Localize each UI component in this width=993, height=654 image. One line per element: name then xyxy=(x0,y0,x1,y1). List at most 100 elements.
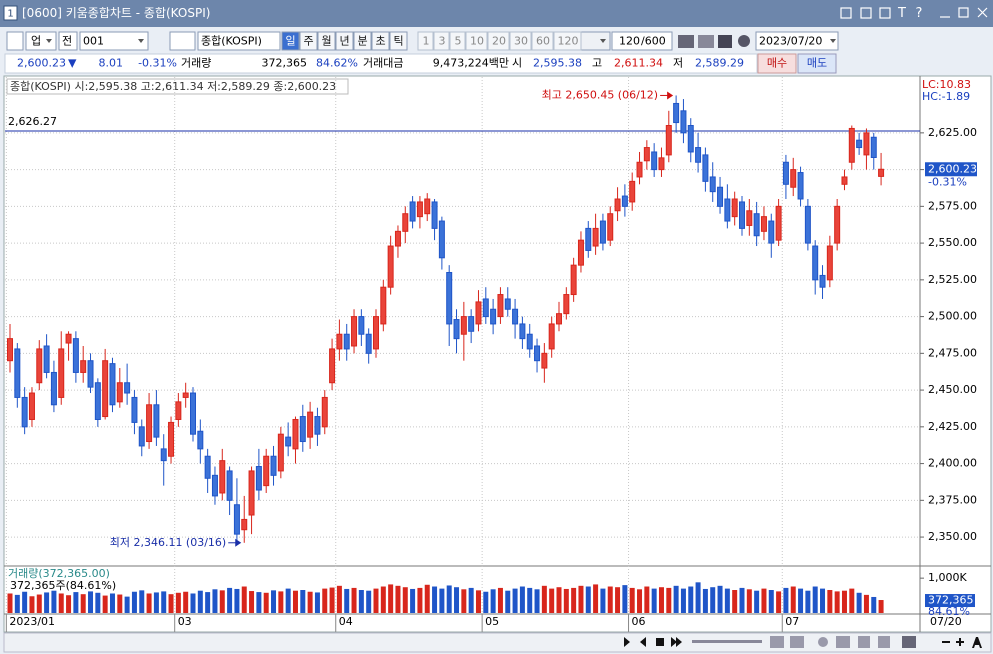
candle-body xyxy=(775,205,782,241)
arrow xyxy=(46,39,52,43)
candle-body xyxy=(526,333,533,350)
tool-text[interactable]: T xyxy=(897,6,906,21)
buy-button[interactable] xyxy=(757,53,797,74)
volume-bar xyxy=(849,588,855,613)
x-tick-label: 2023/01 xyxy=(9,615,55,628)
period-button[interactable] xyxy=(299,31,318,51)
period-button[interactable] xyxy=(389,31,408,51)
box[interactable] xyxy=(79,31,149,51)
arrow xyxy=(600,39,606,43)
icon[interactable] xyxy=(770,636,784,648)
tool-help[interactable]: ? xyxy=(916,6,923,21)
last-volume-rate: 84.61% xyxy=(928,605,970,618)
candle-body xyxy=(804,205,811,244)
interval-button[interactable] xyxy=(509,31,532,51)
interval-button[interactable] xyxy=(465,31,488,51)
volume-bar xyxy=(73,592,79,613)
volume-bar xyxy=(263,592,269,613)
interval-button[interactable] xyxy=(449,31,466,51)
icon[interactable] xyxy=(878,636,890,648)
candle-body xyxy=(812,245,819,281)
candle-body xyxy=(658,157,665,171)
volume-bar xyxy=(344,588,350,613)
candle-body xyxy=(577,239,584,266)
sell-button[interactable] xyxy=(797,53,837,74)
candle-body xyxy=(102,360,109,418)
period-button[interactable] xyxy=(281,31,300,51)
interval-button[interactable] xyxy=(553,31,582,51)
period-label: 일 xyxy=(285,34,295,48)
box[interactable] xyxy=(611,31,673,51)
period-button[interactable] xyxy=(353,31,372,51)
icon[interactable] xyxy=(858,636,870,648)
open: 2,595.38 xyxy=(533,57,582,70)
volume-bar xyxy=(505,590,511,613)
close[interactable] xyxy=(977,7,988,18)
maximize[interactable] xyxy=(958,7,969,18)
box[interactable] xyxy=(169,31,196,51)
interval-label: 60 xyxy=(536,35,550,48)
period-button[interactable] xyxy=(317,31,336,51)
candle-body xyxy=(665,125,672,156)
volume-bar xyxy=(695,582,701,613)
button[interactable] xyxy=(656,638,664,646)
box[interactable] xyxy=(6,31,24,51)
volume-bar xyxy=(556,587,562,613)
icon[interactable] xyxy=(790,636,804,648)
candle-body xyxy=(226,470,233,501)
volume-bar xyxy=(534,589,540,613)
interval-button[interactable] xyxy=(417,31,434,51)
volume-bar xyxy=(358,590,364,613)
volume-bar xyxy=(490,589,496,613)
volume-bar xyxy=(329,587,335,613)
candle-body xyxy=(28,392,35,420)
interval-label: 30 xyxy=(514,35,528,48)
high: 2,611.34 xyxy=(614,57,663,70)
icon[interactable] xyxy=(879,7,891,19)
candle-body xyxy=(387,245,394,288)
volume-bar xyxy=(190,593,196,613)
interval-button[interactable] xyxy=(433,31,450,51)
box[interactable] xyxy=(755,31,839,51)
price: 2,600.23 xyxy=(17,57,66,70)
candle-body xyxy=(482,298,489,318)
scrollbar[interactable] xyxy=(3,632,992,653)
icon[interactable] xyxy=(902,636,916,648)
zoom-in[interactable] xyxy=(956,638,964,646)
candle-body xyxy=(570,264,577,296)
reference-label: 2,626.27 xyxy=(8,115,57,128)
icon[interactable] xyxy=(836,636,850,648)
button[interactable] xyxy=(671,637,682,647)
end-date: 07/20 xyxy=(930,615,962,628)
period-button[interactable] xyxy=(371,31,390,51)
volume-bar xyxy=(761,588,767,613)
volume-bar xyxy=(746,589,752,613)
window-badge xyxy=(3,5,18,21)
button[interactable] xyxy=(624,637,630,647)
icon[interactable] xyxy=(698,35,714,48)
code: 001 xyxy=(83,35,104,48)
font-icon[interactable] xyxy=(972,637,982,648)
button[interactable] xyxy=(640,637,646,647)
box[interactable] xyxy=(25,31,57,51)
last-volume: 372,365 xyxy=(928,594,974,607)
period-button[interactable] xyxy=(335,31,354,51)
icon[interactable] xyxy=(718,35,732,48)
interval-button[interactable] xyxy=(531,31,554,51)
icon[interactable] xyxy=(738,35,750,47)
candle-body xyxy=(519,323,526,340)
label: 고 xyxy=(592,57,602,70)
candle-body xyxy=(65,333,72,344)
market: 업 xyxy=(31,35,41,48)
volume-bar xyxy=(175,592,181,613)
icon[interactable] xyxy=(818,637,828,647)
date: 2023/07/20 xyxy=(759,35,822,48)
label: 시 xyxy=(512,57,522,70)
candle-body xyxy=(614,198,621,212)
box[interactable] xyxy=(197,31,281,51)
icon[interactable] xyxy=(678,35,694,48)
interval-button[interactable] xyxy=(487,31,510,51)
zoom-slider[interactable] xyxy=(692,640,762,643)
box[interactable] xyxy=(58,31,78,51)
